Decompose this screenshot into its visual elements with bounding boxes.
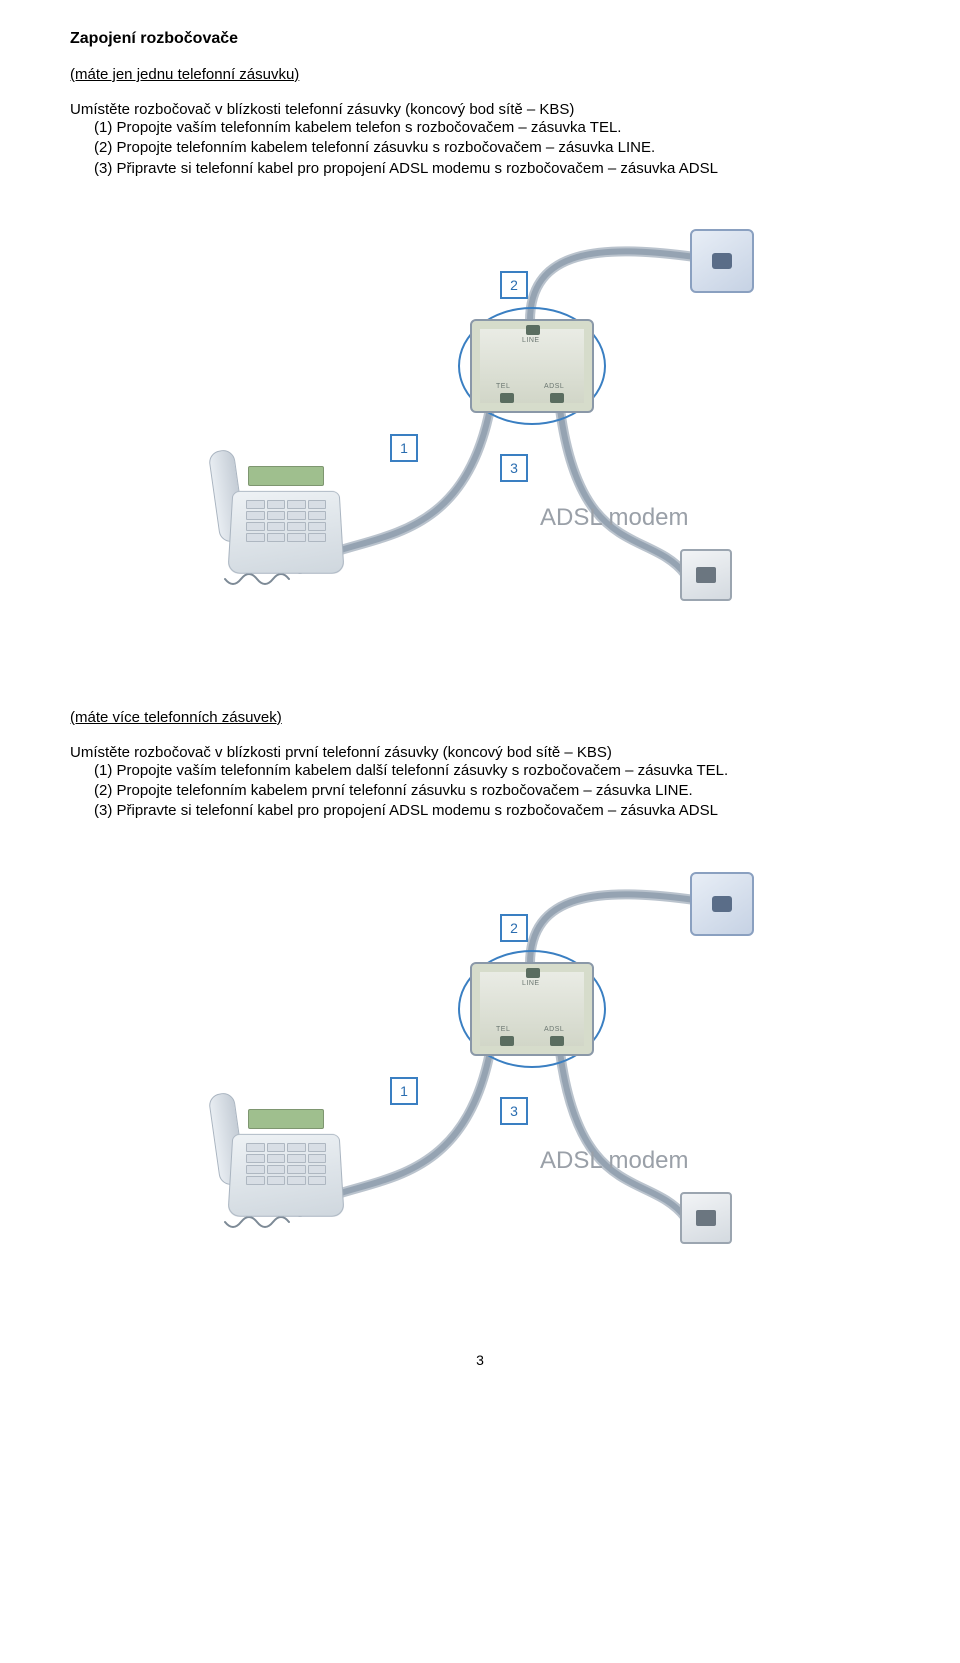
marker-3: 3	[500, 454, 528, 482]
section1-steps: (1) Propojte vaším telefonním kabelem te…	[70, 118, 890, 179]
section2-step-3: (3) Připravte si telefonní kabel pro pro…	[94, 801, 890, 821]
splitter-port-label-line: LINE	[522, 337, 540, 344]
splitter-port-label-line: LINE	[522, 980, 540, 987]
telephone-icon	[210, 1097, 360, 1217]
marker-3: 3	[500, 1097, 528, 1125]
splitter-port-label-tel: TEL	[496, 383, 510, 390]
modem-label: ADSL modem	[540, 504, 689, 532]
splitter-port-label-adsl: ADSL	[544, 383, 564, 390]
marker-2: 2	[500, 271, 528, 299]
splitter-port-line	[526, 325, 540, 335]
section2-step-2: (2) Propojte telefonním kabelem první te…	[94, 781, 890, 801]
wall-socket-icon	[690, 872, 754, 936]
marker-2: 2	[500, 914, 528, 942]
telephone-icon	[210, 454, 360, 574]
marker-1: 1	[390, 1077, 418, 1105]
splitter-icon: LINE TEL ADSL	[470, 962, 594, 1056]
modem-jack-icon	[680, 1192, 732, 1244]
splitter-port-line	[526, 968, 540, 978]
splitter-port-label-adsl: ADSL	[544, 1026, 564, 1033]
wall-socket-icon	[690, 229, 754, 293]
section1-intro: Umístěte rozbočovač v blízkosti telefonn…	[70, 101, 890, 118]
cable-cord	[225, 574, 289, 584]
section2-subtitle: (máte více telefonních zásuvek)	[70, 709, 890, 726]
section2-steps: (1) Propojte vaším telefonním kabelem da…	[70, 761, 890, 822]
splitter-port-adsl	[550, 393, 564, 403]
marker-1: 1	[390, 434, 418, 462]
splitter-port-tel	[500, 393, 514, 403]
modem-jack-icon	[680, 549, 732, 601]
splitter-icon: LINE TEL ADSL	[470, 319, 594, 413]
cable-cord	[225, 1217, 289, 1227]
splitter-port-label-tel: TEL	[496, 1026, 510, 1033]
splitter-port-tel	[500, 1036, 514, 1046]
section1-step-2: (2) Propojte telefonním kabelem telefonn…	[94, 138, 890, 158]
section1-subtitle: (máte jen jednu telefonní zásuvku)	[70, 66, 890, 83]
diagram-1: LINE TEL ADSL ADSL modem 1 2 3	[180, 229, 780, 629]
section2-intro: Umístěte rozbočovač v blízkosti první te…	[70, 744, 890, 761]
page-number: 3	[70, 1352, 890, 1368]
splitter-port-adsl	[550, 1036, 564, 1046]
diagram-2: LINE TEL ADSL ADSL modem 1 2 3	[180, 872, 780, 1272]
section2-step-1: (1) Propojte vaším telefonním kabelem da…	[94, 761, 890, 781]
section1-step-1: (1) Propojte vaším telefonním kabelem te…	[94, 118, 890, 138]
modem-label: ADSL modem	[540, 1147, 689, 1175]
section1-step-3: (3) Připravte si telefonní kabel pro pro…	[94, 159, 890, 179]
page-title: Zapojení rozbočovače	[70, 30, 890, 48]
